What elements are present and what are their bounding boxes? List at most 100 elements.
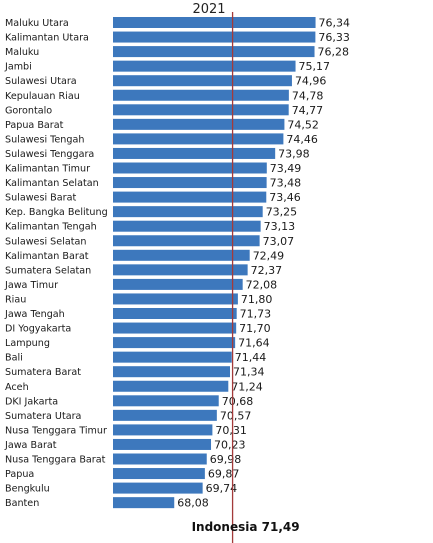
value-label: 70,57 xyxy=(220,409,252,422)
value-label: 72,37 xyxy=(251,264,283,277)
category-label: Maluku xyxy=(5,47,39,58)
value-label: 69,87 xyxy=(208,468,240,481)
value-label: 74,96 xyxy=(295,75,327,88)
bar xyxy=(113,351,232,363)
category-label: Nusa Tenggara Timur xyxy=(5,425,107,436)
bar xyxy=(113,220,261,232)
bar xyxy=(113,380,229,392)
category-label: Bali xyxy=(5,353,23,364)
category-label: Kep. Bangka Belitung xyxy=(5,207,108,218)
value-label: 71,70 xyxy=(239,322,271,335)
bar xyxy=(113,497,175,509)
value-label: 74,77 xyxy=(292,104,324,117)
category-label: Maluku Utara xyxy=(5,18,69,29)
reference-label: Indonesia 71,49 xyxy=(192,520,300,534)
bar xyxy=(113,438,212,450)
bar xyxy=(113,162,267,174)
value-label: 69,74 xyxy=(206,482,238,495)
bar xyxy=(113,249,250,261)
category-label: Kepulauan Riau xyxy=(5,91,80,102)
value-label: 71,34 xyxy=(233,366,265,379)
value-label: 72,49 xyxy=(253,249,284,262)
bar xyxy=(113,366,231,378)
category-label: DI Yogyakarta xyxy=(5,324,71,335)
category-label: Bengkulu xyxy=(5,484,50,495)
category-label: Kalimantan Barat xyxy=(5,251,89,262)
bar xyxy=(113,264,248,276)
bar xyxy=(113,147,276,159)
value-label: 71,73 xyxy=(240,308,271,321)
bar xyxy=(113,235,260,247)
bar xyxy=(113,468,205,480)
category-label: Papua Barat xyxy=(5,120,64,131)
value-label: 74,78 xyxy=(292,89,324,102)
bar xyxy=(113,322,237,334)
category-label: Kalimantan Utara xyxy=(5,33,89,44)
bar xyxy=(113,60,296,72)
category-label: Kalimantan Timur xyxy=(5,164,90,175)
bar xyxy=(113,424,213,436)
bar xyxy=(113,308,237,319)
chart-title: 2021 xyxy=(192,2,225,17)
value-label: 73,25 xyxy=(266,206,298,219)
bar xyxy=(113,293,238,305)
category-label: Jawa Timur xyxy=(4,280,58,291)
bar xyxy=(113,46,315,58)
category-label: Sulawesi Barat xyxy=(5,193,76,204)
category-label: Aceh xyxy=(5,382,29,393)
value-label: 76,34 xyxy=(319,17,351,30)
value-label: 71,64 xyxy=(238,337,269,350)
value-label: 73,49 xyxy=(270,162,302,175)
bar xyxy=(113,206,263,218)
bar xyxy=(113,133,284,145)
value-label: 72,08 xyxy=(246,278,278,291)
bar xyxy=(113,278,243,290)
category-label: Nusa Tenggara Barat xyxy=(5,455,106,466)
value-label: 69,98 xyxy=(210,453,242,466)
value-label: 74,52 xyxy=(287,118,319,131)
bar xyxy=(113,482,203,494)
value-label: 73,07 xyxy=(263,235,295,248)
category-label: Riau xyxy=(5,294,26,305)
bar xyxy=(113,75,292,87)
category-label: Jawa Tengah xyxy=(4,309,65,320)
category-label: Sulawesi Tenggara xyxy=(5,149,94,160)
bar xyxy=(113,104,289,116)
category-label: Jambi xyxy=(4,62,32,73)
category-label: Sumatera Selatan xyxy=(5,265,91,276)
value-label: 73,13 xyxy=(264,220,296,233)
value-label: 76,28 xyxy=(318,46,350,59)
category-label: Gorontalo xyxy=(5,105,52,116)
value-label: 73,98 xyxy=(278,147,310,160)
value-label: 76,33 xyxy=(318,31,350,44)
value-label: 70,31 xyxy=(215,424,247,437)
bar xyxy=(113,453,207,465)
value-label: 70,68 xyxy=(222,395,254,408)
value-label: 70,23 xyxy=(214,438,246,451)
category-label: Jawa Barat xyxy=(4,440,57,451)
bar xyxy=(113,89,289,101)
category-label: Lampung xyxy=(5,338,50,349)
category-label: Sumatera Barat xyxy=(5,367,81,378)
value-label: 74,46 xyxy=(286,133,318,146)
category-label: Sumatera Utara xyxy=(5,411,81,422)
bar xyxy=(113,177,267,189)
category-label: Kalimantan Selatan xyxy=(5,178,99,189)
bar xyxy=(113,337,236,349)
category-label: Sulawesi Tengah xyxy=(5,134,84,145)
bar xyxy=(113,31,316,43)
bars-group: Maluku Utara 76,34 Kalimantan Utara 76,33 Ma… xyxy=(4,17,350,510)
bar xyxy=(113,409,217,421)
category-label: Banten xyxy=(5,498,39,509)
category-label: Papua xyxy=(5,469,34,480)
category-label: Kalimantan Tengah xyxy=(5,222,97,233)
category-label: Sulawesi Selatan xyxy=(5,236,86,247)
category-label: Sulawesi Utara xyxy=(5,76,77,87)
value-label: 68,08 xyxy=(177,497,209,510)
value-label: 71,44 xyxy=(235,351,267,364)
category-label: DKI Jakarta xyxy=(5,396,58,407)
bar xyxy=(113,395,219,407)
bar xyxy=(113,17,316,28)
value-label: 73,48 xyxy=(270,177,302,190)
